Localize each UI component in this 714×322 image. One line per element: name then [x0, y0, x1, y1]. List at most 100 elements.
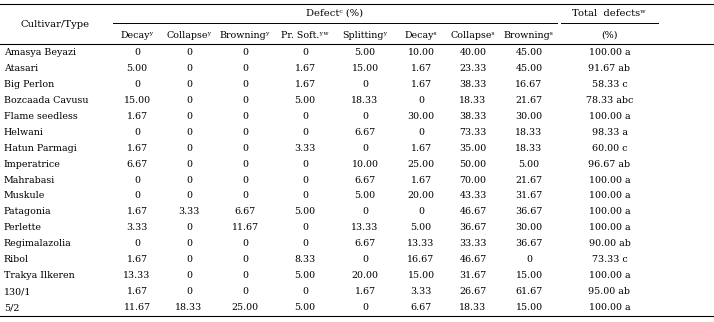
Text: 0: 0 [362, 111, 368, 120]
Text: 0: 0 [186, 255, 192, 264]
Text: Decayʸ: Decayʸ [120, 31, 154, 40]
Text: 3.33: 3.33 [178, 207, 200, 216]
Text: 95.00 ab: 95.00 ab [588, 288, 630, 297]
Text: 0: 0 [186, 288, 192, 297]
Text: 0: 0 [186, 240, 192, 249]
Text: Collapseʸ: Collapseʸ [166, 31, 212, 40]
Text: Trakya Ilkeren: Trakya Ilkeren [4, 271, 75, 280]
Text: 1.67: 1.67 [126, 144, 148, 153]
Text: 0: 0 [362, 207, 368, 216]
Text: 0: 0 [302, 223, 308, 232]
Text: 0: 0 [242, 159, 248, 168]
Text: Imperatrice: Imperatrice [4, 159, 61, 168]
Text: 96.67 ab: 96.67 ab [588, 159, 630, 168]
Text: 0: 0 [242, 240, 248, 249]
Text: 15.00: 15.00 [516, 304, 543, 312]
Text: Atasari: Atasari [4, 63, 38, 72]
Text: 38.33: 38.33 [459, 80, 487, 89]
Text: Mahrabasi: Mahrabasi [4, 175, 55, 185]
Text: Helwani: Helwani [4, 128, 44, 137]
Text: 78.33 abc: 78.33 abc [585, 96, 633, 105]
Text: 45.00: 45.00 [516, 48, 543, 56]
Text: Muskule: Muskule [4, 192, 46, 201]
Text: 0: 0 [134, 192, 140, 201]
Text: Patagonia: Patagonia [4, 207, 51, 216]
Text: 0: 0 [186, 271, 192, 280]
Text: 6.67: 6.67 [411, 304, 432, 312]
Text: 31.67: 31.67 [516, 192, 543, 201]
Text: 11.67: 11.67 [124, 304, 151, 312]
Text: 30.00: 30.00 [408, 111, 435, 120]
Text: 0: 0 [186, 111, 192, 120]
Text: 100.00 a: 100.00 a [588, 175, 630, 185]
Text: 40.00: 40.00 [460, 48, 486, 56]
Text: 5.00: 5.00 [518, 159, 540, 168]
Text: 18.33: 18.33 [459, 304, 487, 312]
Text: 0: 0 [242, 255, 248, 264]
Text: 15.00: 15.00 [124, 96, 151, 105]
Text: 0: 0 [526, 255, 532, 264]
Text: 5.00: 5.00 [294, 207, 316, 216]
Text: Perlette: Perlette [4, 223, 42, 232]
Text: 0: 0 [242, 192, 248, 201]
Text: 18.33: 18.33 [459, 96, 487, 105]
Text: 50.00: 50.00 [459, 159, 486, 168]
Text: 18.33: 18.33 [351, 96, 378, 105]
Text: 0: 0 [418, 207, 424, 216]
Text: 0: 0 [302, 192, 308, 201]
Text: Amasya Beyazi: Amasya Beyazi [4, 48, 76, 56]
Text: 0: 0 [302, 159, 308, 168]
Text: 6.67: 6.67 [234, 207, 256, 216]
Text: 36.67: 36.67 [516, 240, 543, 249]
Text: 15.00: 15.00 [408, 271, 435, 280]
Text: 0: 0 [302, 111, 308, 120]
Text: 1.67: 1.67 [126, 255, 148, 264]
Text: 25.00: 25.00 [408, 159, 435, 168]
Text: 1.67: 1.67 [126, 207, 148, 216]
Text: Bozcaada Cavusu: Bozcaada Cavusu [4, 96, 89, 105]
Text: Pr. Soft.ʸʷ: Pr. Soft.ʸʷ [281, 31, 329, 40]
Text: 25.00: 25.00 [231, 304, 258, 312]
Text: Browningˢ: Browningˢ [504, 31, 554, 40]
Text: 0: 0 [362, 80, 368, 89]
Text: 73.33 c: 73.33 c [592, 255, 628, 264]
Text: 100.00 a: 100.00 a [588, 111, 630, 120]
Text: 1.67: 1.67 [126, 111, 148, 120]
Text: 5.00: 5.00 [294, 304, 316, 312]
Text: 5/2: 5/2 [4, 304, 19, 312]
Text: 100.00 a: 100.00 a [588, 271, 630, 280]
Text: 6.67: 6.67 [354, 240, 376, 249]
Text: 0: 0 [134, 128, 140, 137]
Text: 0: 0 [242, 96, 248, 105]
Text: 0: 0 [134, 48, 140, 56]
Text: 1.67: 1.67 [354, 288, 376, 297]
Text: 3.33: 3.33 [294, 144, 316, 153]
Text: 100.00 a: 100.00 a [588, 304, 630, 312]
Text: 21.67: 21.67 [516, 96, 543, 105]
Text: 30.00: 30.00 [516, 223, 543, 232]
Text: 5.00: 5.00 [411, 223, 431, 232]
Text: 0: 0 [242, 144, 248, 153]
Text: 1.67: 1.67 [126, 288, 148, 297]
Text: 61.67: 61.67 [516, 288, 543, 297]
Text: 20.00: 20.00 [351, 271, 378, 280]
Text: 13.33: 13.33 [124, 271, 151, 280]
Text: 0: 0 [186, 96, 192, 105]
Text: 43.33: 43.33 [459, 192, 487, 201]
Text: 73.33: 73.33 [459, 128, 487, 137]
Text: 0: 0 [242, 128, 248, 137]
Text: 0: 0 [302, 175, 308, 185]
Text: 100.00 a: 100.00 a [588, 48, 630, 56]
Text: 100.00 a: 100.00 a [588, 207, 630, 216]
Text: 8.33: 8.33 [294, 255, 316, 264]
Text: 1.67: 1.67 [294, 80, 316, 89]
Text: Cultivar/Type: Cultivar/Type [21, 20, 90, 29]
Text: 0: 0 [242, 63, 248, 72]
Text: 0: 0 [186, 63, 192, 72]
Text: 60.00 c: 60.00 c [592, 144, 628, 153]
Text: Total  defectsʷ: Total defectsʷ [573, 9, 646, 18]
Text: 100.00 a: 100.00 a [588, 192, 630, 201]
Text: 31.67: 31.67 [459, 271, 487, 280]
Text: 26.67: 26.67 [459, 288, 487, 297]
Text: 70.00: 70.00 [460, 175, 486, 185]
